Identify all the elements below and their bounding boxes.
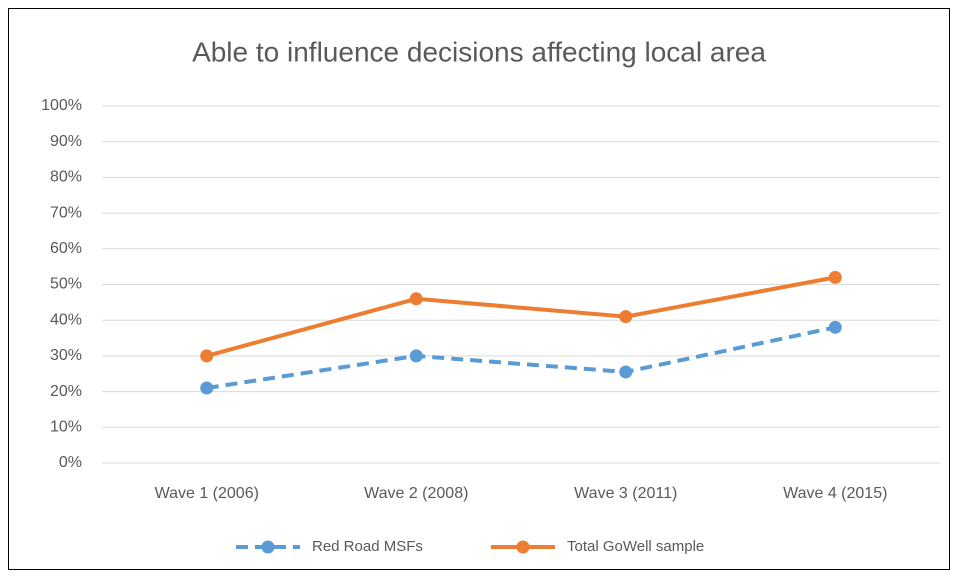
- legend-label: Red Road MSFs: [312, 538, 423, 555]
- point: [619, 365, 633, 379]
- y-tick-label: 0%: [59, 454, 82, 471]
- x-tick-label: Wave 4 (2015): [783, 485, 887, 502]
- x-tick-label: Wave 3 (2011): [574, 485, 677, 502]
- x-tick-label: Wave 2 (2008): [364, 485, 468, 502]
- y-tick-label: 100%: [41, 97, 82, 114]
- x-tick-label: Wave 1 (2006): [155, 485, 259, 502]
- point: [200, 381, 214, 395]
- y-tick-label: 10%: [50, 419, 82, 436]
- chart-frame: [8, 8, 950, 570]
- y-tick-label: 70%: [50, 204, 82, 221]
- point: [828, 270, 842, 284]
- legend-marker: [516, 540, 530, 554]
- y-tick-label: 90%: [50, 133, 82, 150]
- y-tick-label: 50%: [50, 276, 82, 293]
- series-line: [206, 275, 836, 358]
- series-line: [206, 325, 836, 391]
- y-tick-label: 20%: [50, 383, 82, 400]
- legend-marker: [261, 540, 275, 554]
- y-tick-label: 30%: [50, 347, 82, 364]
- legend-label: Total GoWell sample: [567, 538, 704, 555]
- point: [619, 310, 633, 324]
- point: [409, 349, 423, 363]
- point: [409, 292, 423, 306]
- y-tick-label: 60%: [50, 240, 82, 257]
- y-tick-label: 80%: [50, 169, 82, 186]
- chart-title: Able to influence decisions affecting lo…: [192, 36, 766, 67]
- point: [828, 320, 842, 334]
- point: [200, 349, 214, 363]
- y-tick-label: 40%: [50, 311, 82, 328]
